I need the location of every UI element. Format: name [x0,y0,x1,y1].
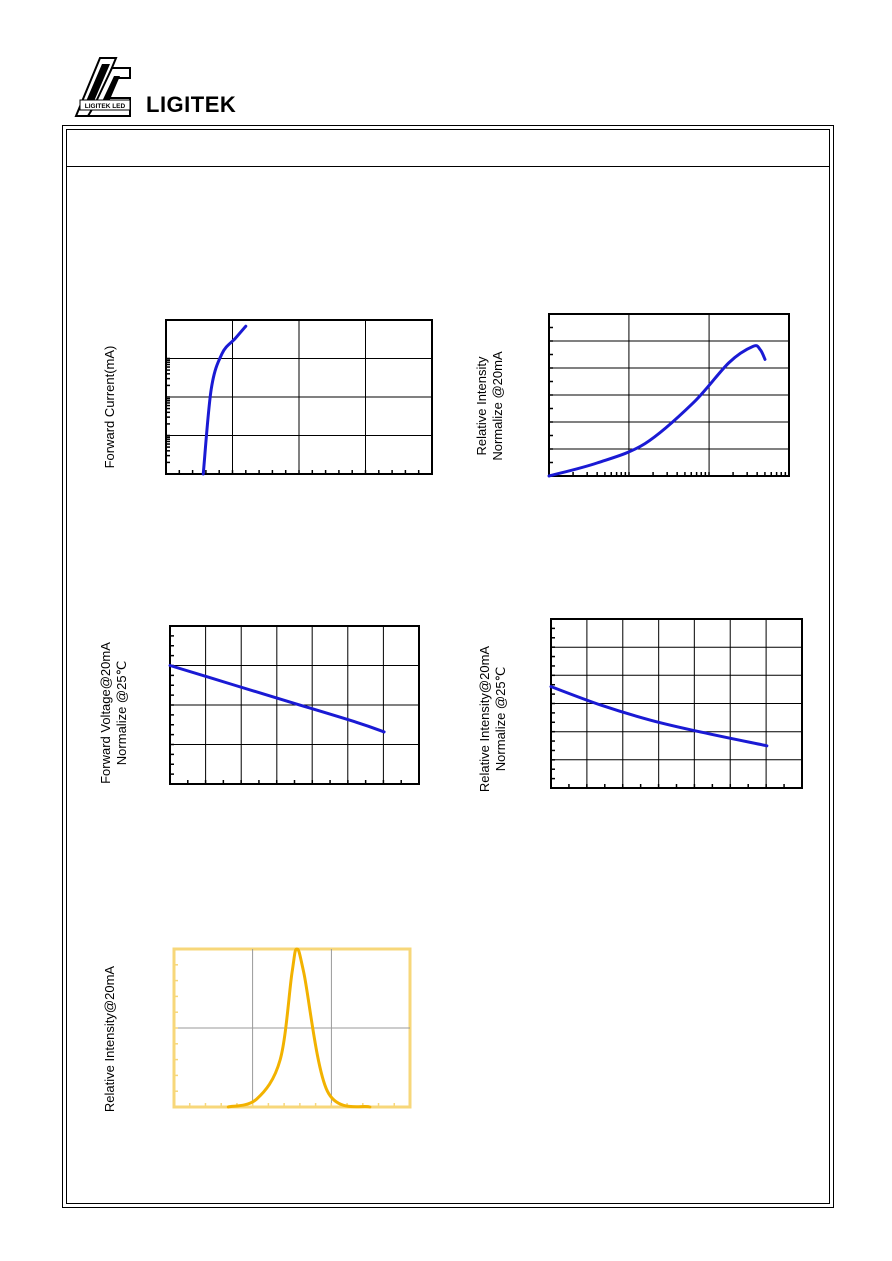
brand-name: LIGITEK [146,92,237,117]
series-line [201,324,248,476]
intensity-temp-chart [549,618,803,789]
spectrum-chart [172,947,412,1109]
voltage-temp-ylabel-line1: Forward Voltage@20mA [98,642,113,784]
header-divider [66,166,830,167]
intensity-current-ylabel-line2: Normalize @20mA [490,351,505,461]
intensity-current-chart [547,313,790,478]
intensity-temp-ylabel-line2: Normalize @25℃ [493,666,508,772]
series-line [226,947,372,1109]
voltage-temp-ylabel: Forward Voltage@20mA Normalize @25℃ [98,623,132,803]
voltage-temp-chart [168,625,420,785]
spectrum-ylabel: Relative Intensity@20mA [102,965,117,1113]
page-frame-outer [62,125,834,1208]
forward-current-chart [165,319,433,476]
svg-text:LIGITEK LED: LIGITEK LED [85,103,126,110]
intensity-current-ylabel: Relative Intensity Normalize @20mA [474,331,508,481]
ligitek-logo: LIGITEK LED [74,57,131,117]
intensity-current-ylabel-line1: Relative Intensity [474,356,489,456]
intensity-temp-ylabel: Relative Intensity@20mA Normalize @25℃ [477,624,511,814]
intensity-temp-ylabel-line1: Relative Intensity@20mA [477,645,492,793]
voltage-temp-ylabel-line2: Normalize @25℃ [114,660,129,766]
page-frame-inner [66,129,830,1204]
series-line [549,685,769,748]
series-line [168,664,386,734]
series-line [547,344,767,478]
forward-current-ylabel: Forward Current(mA) [102,345,117,469]
